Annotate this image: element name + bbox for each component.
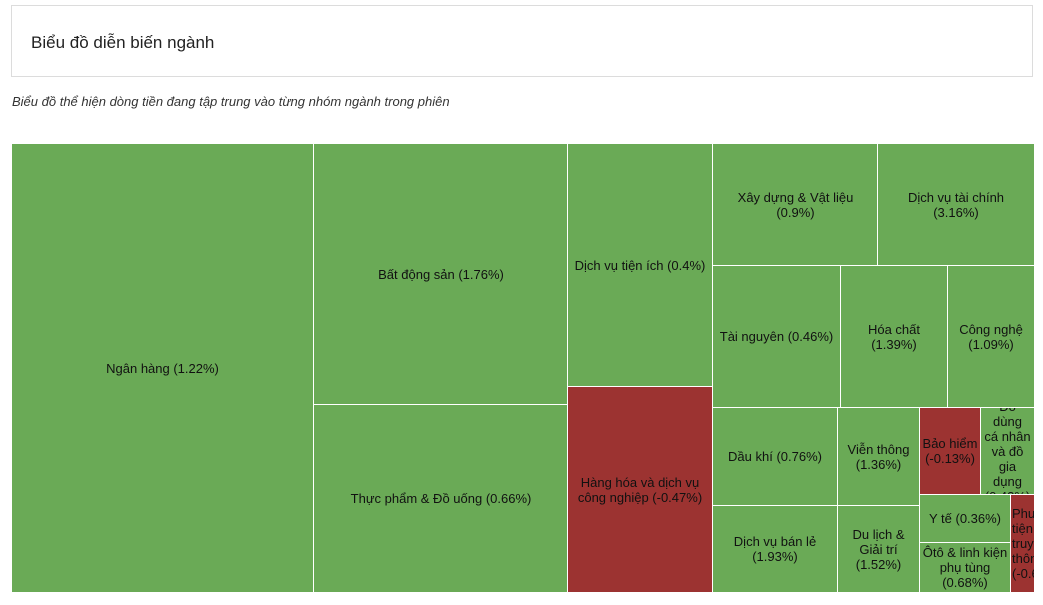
tile-label: Ôtô & linh kiện phụ tùng (0.68%) <box>922 545 1008 590</box>
tile-bao-hiem[interactable]: Bảo hiểm (-0.13%) <box>919 407 981 495</box>
tile-label: Thực phẩm & Đồ uống (0.66%) <box>350 491 532 506</box>
tile-xay-dung-vat-lieu[interactable]: Xây dựng & Vật liệu (0.9%) <box>712 143 879 266</box>
tile-cong-nghe[interactable]: Công nghệ (1.09%) <box>947 265 1034 408</box>
tile-dich-vu-ban-le[interactable]: Dịch vụ bán lẻ (1.93%) <box>712 505 838 592</box>
tile-dau-khi[interactable]: Dầu khí (0.76%) <box>712 407 838 506</box>
tile-oto-linh-kien-phu-tung[interactable]: Ôtô & linh kiện phụ tùng (0.68%) <box>919 542 1011 592</box>
tile-dich-vu-tai-chinh[interactable]: Dịch vụ tài chính (3.16%) <box>877 143 1034 266</box>
tile-label: Đồ dùng cá nhân và đồ gia dụng (0.42%) <box>984 408 1031 494</box>
tile-ngan-hang[interactable]: Ngân hàng (1.22%) <box>11 143 314 592</box>
tile-label: Ngân hàng (1.22%) <box>106 360 219 376</box>
tile-label: Du lịch & Giải trí (1.52%) <box>852 526 905 572</box>
tile-dich-vu-tien-ich[interactable]: Dịch vụ tiện ích (0.4%) <box>567 143 713 387</box>
tile-phuong-tien-truyen-thong[interactable]: Phư tiện truy thôn (-0.6 <box>1010 494 1034 592</box>
tile-label: Xây dựng & Vật liệu (0.9%) <box>737 189 854 220</box>
tile-label: Bảo hiểm (-0.13%) <box>922 436 978 466</box>
tile-hang-hoa-va-dich-vu-cong-nghiep[interactable]: Hàng hóa và dịch vụ công nghiệp (-0.47%) <box>567 386 713 592</box>
sector-treemap: Ngân hàng (1.22%) Bất động sản (1.76%) Thự… <box>11 143 1034 592</box>
tile-label: Dịch vụ tài chính (3.16%) <box>907 189 1005 220</box>
tile-label: Tài nguyên (0.46%) <box>719 329 834 344</box>
tile-label: Dịch vụ tiện ích (0.4%) <box>574 257 706 273</box>
tile-tai-nguyen[interactable]: Tài nguyên (0.46%) <box>712 265 841 408</box>
tile-label: Phư tiện truy thôn (-0.6 <box>1012 506 1034 581</box>
tile-label: Hóa chất (1.39%) <box>867 321 921 352</box>
tile-du-lich-giai-tri[interactable]: Du lịch & Giải trí (1.52%) <box>837 505 920 592</box>
tile-label: Dịch vụ bán lẻ (1.93%) <box>733 534 817 564</box>
tile-y-te[interactable]: Y tế (0.36%) <box>919 494 1011 543</box>
tile-label: Viễn thông (1.36%) <box>847 441 910 472</box>
chart-subtitle: Biểu đồ thể hiện dòng tiền đang tập trun… <box>12 94 450 109</box>
tile-bat-dong-san[interactable]: Bất động sản (1.76%) <box>313 143 569 405</box>
tile-label: Y tế (0.36%) <box>928 511 1002 526</box>
tile-vien-thong[interactable]: Viễn thông (1.36%) <box>837 407 920 506</box>
tile-label: Bất động sản (1.76%) <box>378 266 504 282</box>
tile-label: Công nghệ (1.09%) <box>959 321 1023 352</box>
tile-hoa-chat[interactable]: Hóa chất (1.39%) <box>840 265 948 408</box>
page-title: Biểu đồ diễn biến ngành <box>31 33 215 52</box>
tile-thuc-pham-do-uong[interactable]: Thực phẩm & Đồ uống (0.66%) <box>313 404 569 592</box>
tile-label: Dầu khí (0.76%) <box>728 449 822 464</box>
tile-label: Hàng hóa và dịch vụ công nghiệp (-0.47%) <box>577 474 703 505</box>
tile-do-dung-ca-nhan-va-do-gia-dung[interactable]: Đồ dùng cá nhân và đồ gia dụng (0.42%) <box>980 407 1034 495</box>
header-card: Biểu đồ diễn biến ngành <box>11 5 1033 77</box>
